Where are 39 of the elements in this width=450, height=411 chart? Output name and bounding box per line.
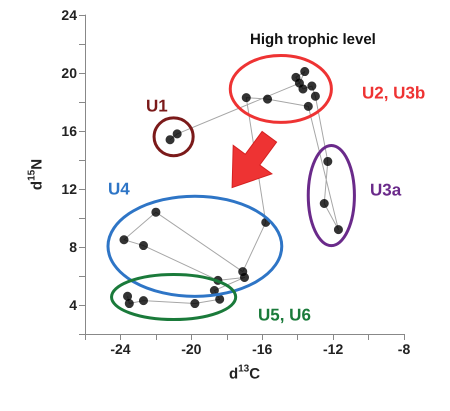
y-tick-label: 16 — [61, 123, 78, 139]
y-axis-title: d15N — [26, 158, 46, 190]
point — [166, 135, 175, 144]
annotation: U4 — [108, 179, 130, 198]
point — [242, 93, 251, 102]
annotation: High trophic level — [250, 30, 376, 48]
y-tick-label: 20 — [61, 65, 78, 81]
annotation: U2, U3b — [362, 83, 426, 102]
annotation: U5, U6 — [258, 305, 311, 324]
x-tick-label: -20 — [181, 341, 202, 357]
point — [138, 296, 148, 306]
y-tick-label: 8 — [69, 239, 78, 255]
x-tick-label: -8 — [398, 341, 410, 357]
x-tick-label: -24 — [110, 341, 131, 357]
point — [304, 102, 313, 111]
x-tick-label: -12 — [322, 341, 344, 357]
point — [120, 235, 128, 244]
y-tick-label: 12 — [61, 181, 78, 197]
annotation: U1 — [146, 96, 168, 116]
point — [172, 129, 182, 138]
point — [310, 92, 320, 101]
annotation: U3a — [370, 180, 402, 200]
point — [298, 84, 308, 94]
x-tick-label: -16 — [252, 341, 273, 357]
point — [323, 156, 332, 166]
point — [123, 292, 132, 301]
point — [124, 299, 134, 308]
point — [215, 294, 224, 304]
y-tick-label: 4 — [69, 297, 78, 313]
point — [307, 82, 316, 91]
point — [320, 199, 329, 208]
point — [138, 241, 148, 250]
point — [263, 94, 272, 104]
point — [151, 208, 160, 217]
point — [240, 272, 249, 282]
y-tick-label: 24 — [61, 7, 78, 23]
point — [300, 67, 310, 76]
point — [190, 299, 200, 308]
point — [334, 225, 343, 234]
